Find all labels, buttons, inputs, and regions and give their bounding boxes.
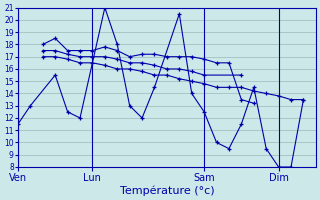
X-axis label: Température (°c): Température (°c): [120, 185, 214, 196]
